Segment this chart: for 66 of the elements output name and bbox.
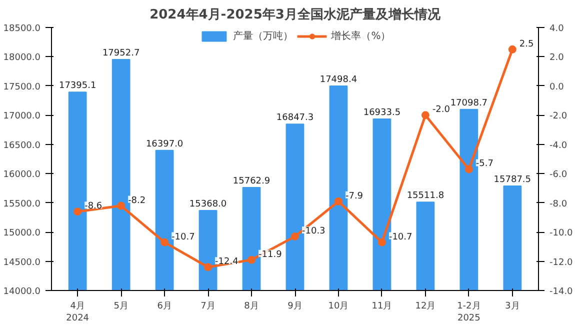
data-label: -10.3: [302, 226, 326, 236]
y2-tick-label: -12.0: [550, 258, 574, 268]
x-tick-label: 5月: [114, 302, 128, 312]
y2-tick-label: 2.0: [550, 53, 564, 64]
x-tick-label: 9月: [288, 302, 302, 312]
y2-tick-label: -2.0: [550, 112, 568, 122]
point: [421, 111, 430, 120]
chart-title: 2024年4月-2025年3月全国水泥产量及增长情况: [150, 6, 442, 22]
point: [160, 238, 169, 246]
data-label: -2.0: [432, 105, 450, 116]
y2-tick-label: -8.0: [550, 199, 568, 210]
y-tick-label: 17500.0: [3, 82, 41, 92]
point: [334, 197, 342, 206]
y-tick-label: 16500.0: [3, 140, 41, 151]
y-tick-label: 17000.0: [3, 112, 41, 122]
point: [378, 238, 386, 246]
data-label: 16397.0: [146, 139, 184, 150]
y2-tick-label: -10.0: [550, 228, 574, 239]
x-tick-label: 7月: [200, 302, 216, 312]
data-label: 16847.3: [276, 113, 314, 124]
y-tick-label: 14000.0: [3, 287, 41, 297]
point: [464, 165, 473, 174]
data-label: 15511.8: [406, 191, 444, 202]
x-tick-label: 6月: [157, 302, 172, 312]
y2-tick-label: 4.0: [550, 24, 564, 34]
point: [508, 45, 516, 54]
data-label: -5.7: [476, 159, 494, 170]
y-tick-label: 15000.0: [3, 228, 41, 239]
legend-label: 产量（万吨）: [233, 30, 294, 43]
point: [204, 263, 212, 272]
x-tick-label: 11月: [372, 302, 392, 312]
y2-tick-label: -4.0: [550, 140, 568, 151]
data-label: -10.7: [172, 232, 195, 242]
y2-tick-label: -14.0: [550, 287, 574, 297]
data-label: 2.5: [519, 39, 534, 50]
data-label: -12.4: [215, 257, 239, 268]
data-label: 17498.4: [320, 75, 358, 86]
data-label: -8.2: [128, 196, 146, 206]
y-tick-label: 18000.0: [3, 53, 41, 64]
x-tick-label: 1-2月 2025: [457, 302, 481, 324]
x-tick-label: 10月: [328, 302, 349, 312]
data-label: -7.9: [345, 191, 364, 202]
point: [291, 232, 299, 240]
data-label: 17952.7: [102, 48, 140, 58]
data-label: 17395.1: [58, 81, 96, 92]
data-label: -11.9: [258, 250, 282, 260]
data-label: 15787.5: [494, 175, 532, 186]
data-label: 16933.5: [363, 108, 401, 118]
y2-tick-label: -6.0: [550, 170, 568, 180]
y-tick-label: 18500.0: [3, 24, 41, 34]
point: [117, 202, 126, 210]
y-tick-label: 15500.0: [3, 199, 41, 210]
x-tick-label: 3月: [505, 302, 520, 312]
data-label: -10.7: [388, 232, 412, 242]
legend-label: 增长率（%）: [331, 30, 391, 43]
x-tick-label: 8月: [244, 302, 259, 312]
data-label: 17098.7: [450, 98, 488, 108]
data-label: 15762.9: [232, 176, 270, 186]
point: [74, 208, 82, 216]
point: [248, 256, 256, 264]
y2-tick-label: 0.0: [550, 82, 564, 92]
y-tick-label: 14500.0: [3, 258, 41, 268]
y-tick-label: 16000.0: [3, 170, 41, 180]
data-label: 15368.0: [189, 200, 227, 210]
x-tick-label: 12月: [415, 302, 436, 312]
x-tick-label: 4月 2024: [66, 302, 90, 324]
